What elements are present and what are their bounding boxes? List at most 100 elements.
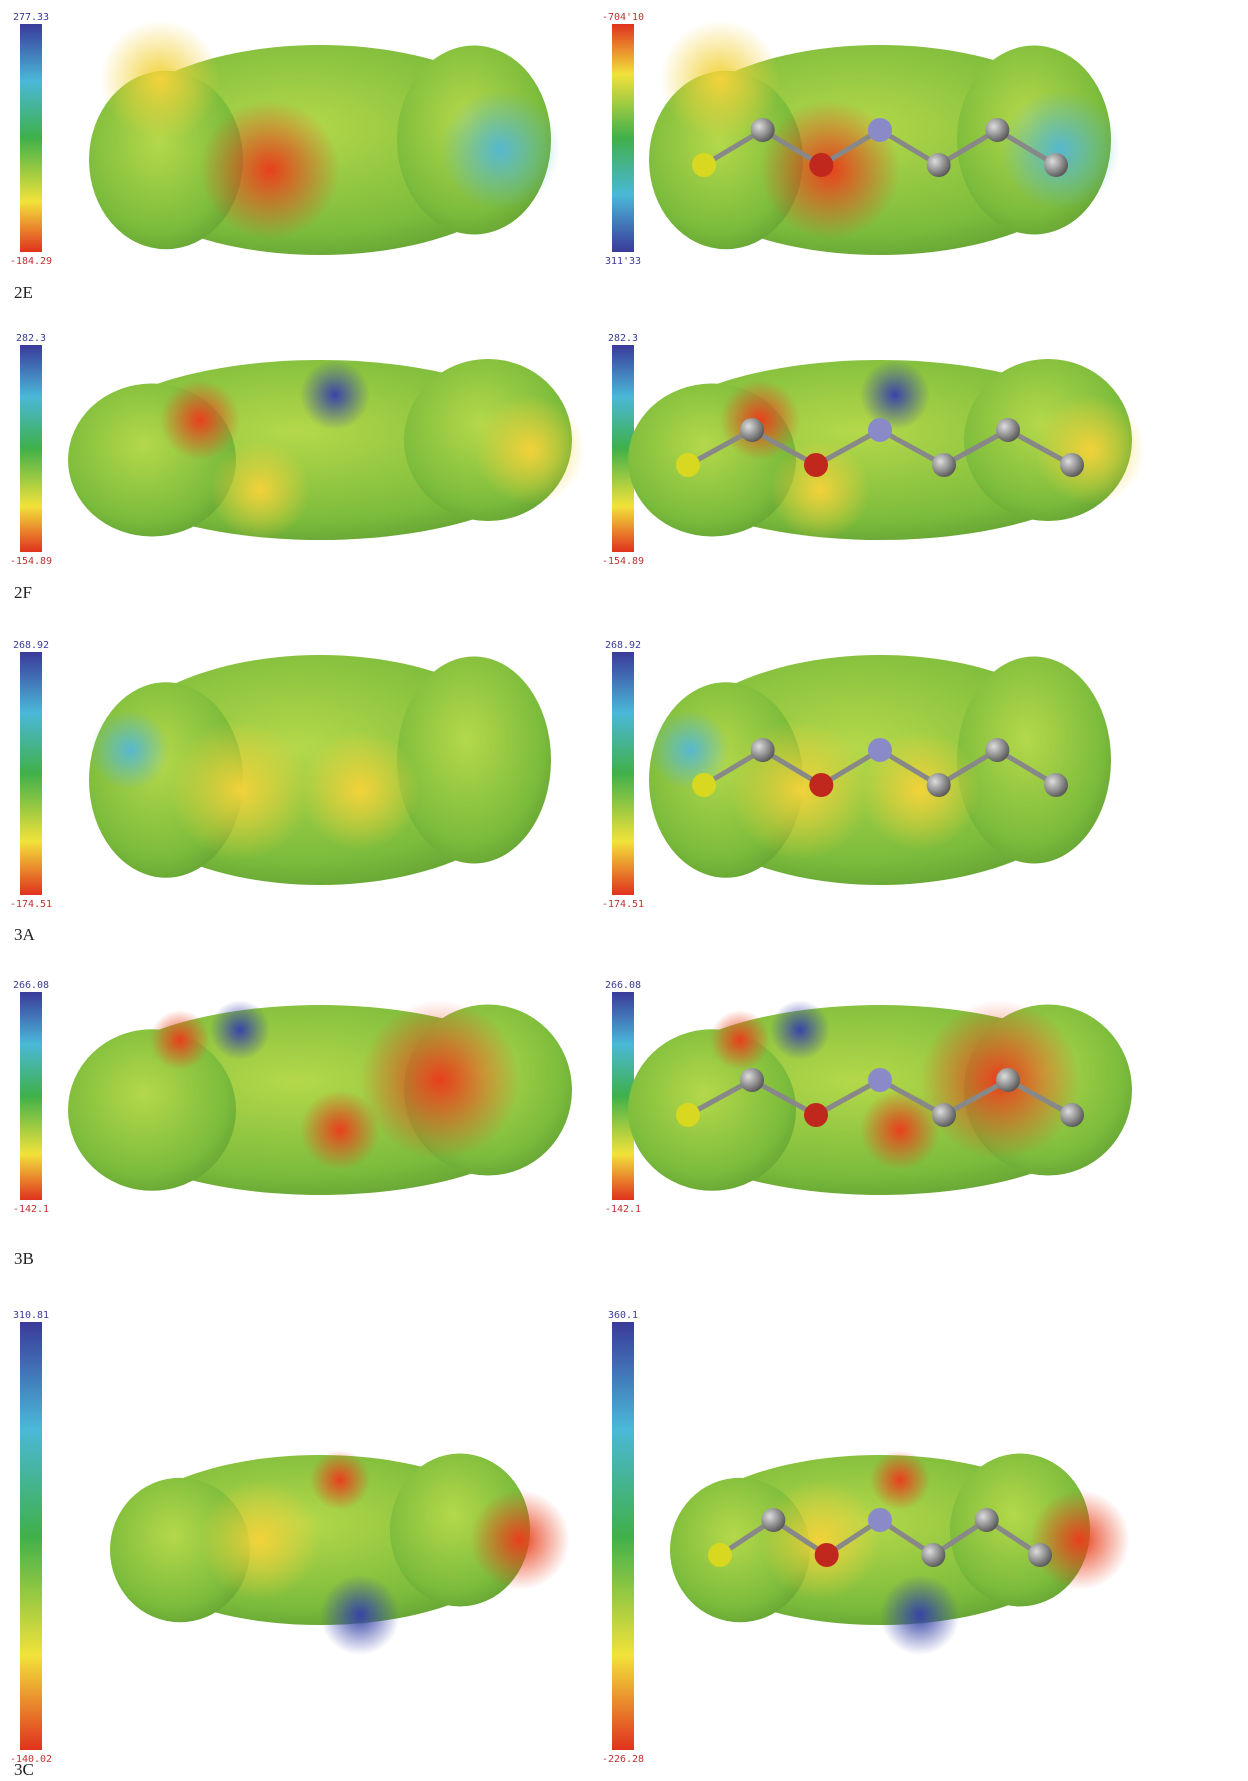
potential-spot (730, 720, 870, 860)
atom (804, 453, 828, 477)
atom (985, 118, 1009, 142)
scale-min: -154.89 (602, 556, 644, 567)
scale-max: -704'10 (602, 12, 644, 23)
potential-surface (68, 1000, 572, 1195)
scale-min: -226.28 (602, 1754, 644, 1765)
atom (868, 118, 892, 142)
potential-surface (649, 20, 1120, 255)
panel-label: 2E (14, 283, 33, 302)
potential-surface (89, 655, 551, 885)
atom (740, 1068, 764, 1092)
potential-spot (475, 395, 585, 505)
atom (1060, 1103, 1084, 1127)
potential-spot (440, 90, 560, 210)
potential-spot (300, 1090, 380, 1170)
color-scale (20, 1322, 42, 1750)
potential-spot (470, 1490, 570, 1590)
potential-surface (110, 1450, 570, 1655)
atom (868, 1068, 892, 1092)
potential-spot (860, 1090, 940, 1170)
potential-surface (670, 1450, 1130, 1655)
potential-spot (760, 1480, 880, 1600)
atom (927, 153, 951, 177)
color-scale (612, 24, 634, 252)
potential-spot (200, 1480, 320, 1600)
scale-max: 282.3 (16, 333, 46, 344)
potential-spot (100, 20, 220, 140)
scale-min: -154.89 (10, 556, 52, 567)
atom (1028, 1543, 1052, 1567)
atom (985, 738, 1009, 762)
scale-max: 266.08 (13, 980, 49, 991)
atom (921, 1543, 945, 1567)
atom (761, 1508, 785, 1532)
potential-spot (360, 1000, 520, 1160)
potential-spot (320, 1575, 400, 1655)
scale-max: 282.3 (608, 333, 638, 344)
atom (932, 453, 956, 477)
potential-spot (880, 1575, 960, 1655)
potential-spot (200, 100, 340, 240)
atom (676, 453, 700, 477)
atom (692, 153, 716, 177)
atom (975, 1508, 999, 1532)
potential-spot (310, 1450, 370, 1510)
atom (1044, 773, 1068, 797)
panel-label: 3A (14, 925, 36, 944)
potential-spot (300, 360, 370, 430)
color-scale (20, 345, 42, 552)
scale-max: 277.33 (13, 12, 49, 23)
atom (751, 738, 775, 762)
atom (692, 773, 716, 797)
color-scale (20, 652, 42, 895)
atom (996, 418, 1020, 442)
potential-spot (770, 1000, 830, 1060)
scale-min: -184.29 (10, 256, 52, 267)
potential-spot (170, 720, 310, 860)
atom (815, 1543, 839, 1567)
atom (809, 153, 833, 177)
atom (1060, 453, 1084, 477)
potential-surface (68, 359, 585, 540)
scale-min: -142.1 (13, 1204, 49, 1215)
atom (868, 738, 892, 762)
scale-max: 268.92 (605, 640, 641, 651)
potential-spot (710, 1010, 770, 1070)
scale-min: -142.1 (605, 1204, 641, 1215)
atom (868, 1508, 892, 1532)
potential-spot (210, 440, 310, 540)
atom (1044, 153, 1068, 177)
potential-spot (860, 360, 930, 430)
atom (927, 773, 951, 797)
potential-surface (89, 20, 560, 255)
atom (751, 118, 775, 142)
figure: 277.33 -184.29 -704'10 311'33 2E 282.3 -154.89… (0, 0, 1248, 1781)
potential-spot (1030, 1490, 1130, 1590)
potential-spot (870, 1450, 930, 1510)
scale-min: -174.51 (602, 899, 644, 910)
potential-spot (1000, 90, 1120, 210)
color-scale (612, 652, 634, 895)
scale-min: 311'33 (605, 256, 641, 267)
potential-spot (90, 710, 170, 790)
atom (932, 1103, 956, 1127)
surface-lobe (628, 1029, 796, 1191)
scale-max: 268.92 (13, 640, 49, 651)
color-scale (612, 1322, 634, 1750)
potential-spot (160, 380, 240, 460)
potential-surface (628, 1000, 1132, 1195)
panel-label: 3C (14, 1760, 34, 1779)
atom (740, 418, 764, 442)
potential-surface (628, 359, 1145, 540)
potential-spot (1035, 395, 1145, 505)
color-scale (20, 992, 42, 1200)
panel-label: 2F (14, 583, 32, 602)
potential-surface (649, 655, 1111, 885)
panel-label: 3B (14, 1249, 34, 1268)
surface-lobe (68, 1029, 236, 1191)
atom (708, 1543, 732, 1567)
scale-max: 266.08 (605, 980, 641, 991)
atom (868, 418, 892, 442)
atom (676, 1103, 700, 1127)
color-scale (20, 24, 42, 252)
